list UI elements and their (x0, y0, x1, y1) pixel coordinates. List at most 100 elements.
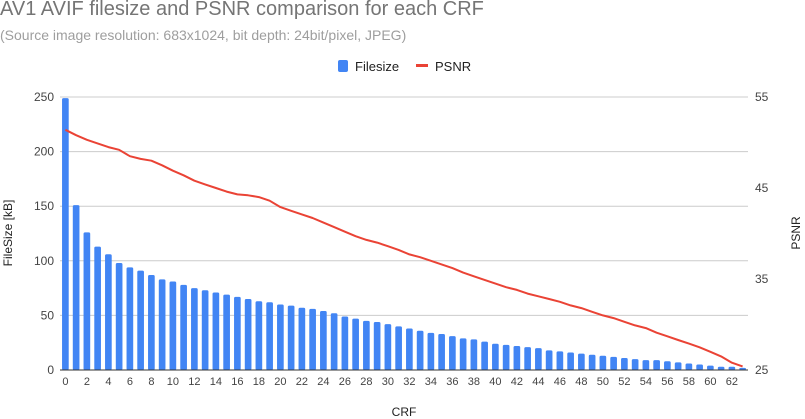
x-tick-label: 10 (167, 376, 179, 388)
x-tick-label: 40 (489, 376, 501, 388)
bar-filesize-crf-52 (621, 357, 628, 370)
bar-filesize-crf-38 (470, 339, 478, 370)
bar-filesize-crf-59 (696, 364, 703, 370)
bar-filesize-crf-24 (320, 311, 327, 370)
x-tick-label: 54 (640, 376, 652, 388)
bar-filesize-crf-39 (481, 341, 488, 370)
bar-filesize-crf-54 (642, 360, 650, 370)
x-tick-label: 52 (618, 376, 630, 388)
bar-filesize-crf-62 (728, 366, 736, 370)
bar-filesize-crf-43 (524, 347, 531, 370)
bar-filesize-crf-63 (739, 367, 746, 370)
bar-filesize-crf-32 (406, 328, 413, 370)
bar-filesize-crf-26 (341, 316, 349, 370)
legend-swatch-psnr (416, 64, 428, 67)
bar-filesize-crf-19 (266, 302, 273, 370)
x-tick-label: 30 (382, 376, 394, 388)
y-right-tick-label: 35 (755, 272, 769, 286)
y-left-tick-label: 200 (34, 145, 54, 159)
bar-filesize-crf-0 (62, 98, 69, 370)
bar-filesize-crf-3 (94, 246, 101, 370)
bar-filesize-crf-12 (191, 288, 198, 370)
x-tick-label: 6 (127, 376, 133, 388)
x-tick-label: 2 (84, 376, 90, 388)
bar-filesize-crf-41 (502, 344, 510, 370)
bar-filesize-crf-28 (363, 320, 370, 370)
x-tick-label: 32 (403, 376, 415, 388)
legend-label-filesize: Filesize (355, 59, 399, 74)
legend-label-psnr: PSNR (435, 59, 471, 74)
bar-filesize-crf-51 (610, 356, 617, 370)
x-tick-label: 36 (446, 376, 458, 388)
x-tick-label: 22 (296, 376, 308, 388)
bar-filesize-crf-50 (599, 355, 607, 370)
bar-filesize-crf-2 (83, 232, 91, 370)
y-axis-left-label: FileSize [kB] (1, 200, 15, 267)
bar-filesize-crf-13 (201, 290, 209, 370)
y-left-tick-label: 50 (41, 308, 55, 322)
bar-filesize-crf-33 (416, 330, 424, 370)
bar-filesize-crf-15 (223, 294, 230, 370)
x-tick-label: 56 (661, 376, 673, 388)
y-axis-right-label: PSNR (789, 216, 803, 250)
x-tick-label: 44 (532, 376, 544, 388)
x-tick-label: 28 (360, 376, 372, 388)
x-tick-label: 18 (253, 376, 265, 388)
bar-filesize-crf-35 (438, 333, 445, 370)
bar-filesize-crf-4 (105, 254, 112, 370)
x-tick-label: 60 (704, 376, 716, 388)
line-psnr (64, 128, 743, 368)
bar-filesize-crf-48 (578, 353, 585, 370)
bar-filesize-crf-16 (234, 296, 241, 370)
bar-filesize-crf-14 (212, 292, 220, 370)
bar-filesize-crf-57 (674, 362, 682, 370)
bar-filesize-crf-49 (588, 354, 596, 370)
bar-filesize-crf-46 (556, 351, 564, 370)
chart-subtitle: (Source image resolution: 683x1024, bit … (0, 27, 407, 43)
x-tick-label: 8 (148, 376, 154, 388)
x-tick-label: 0 (62, 376, 68, 388)
bar-filesize-crf-36 (449, 336, 456, 370)
x-tick-label: 20 (274, 376, 286, 388)
bar-filesize-crf-6 (126, 267, 134, 370)
bar-filesize-crf-1 (72, 205, 80, 370)
chart-title: AV1 AVIF filesize and PSNR comparison fo… (0, 0, 484, 20)
x-tick-label: 14 (210, 376, 222, 388)
y-right-tick-label: 25 (755, 363, 769, 377)
bar-filesize-crf-58 (685, 363, 693, 370)
bar-filesize-crf-42 (513, 345, 521, 370)
x-tick-label: 4 (105, 376, 111, 388)
x-tick-label: 16 (231, 376, 243, 388)
bar-filesize-crf-56 (664, 361, 671, 370)
bar-filesize-crf-53 (631, 359, 639, 370)
bar-filesize-crf-55 (653, 360, 660, 370)
x-tick-label: 46 (554, 376, 566, 388)
y-left-tick-label: 250 (34, 90, 54, 104)
x-tick-label: 34 (425, 376, 437, 388)
x-tick-label: 48 (575, 376, 587, 388)
bar-filesize-crf-10 (169, 281, 177, 370)
x-tick-label: 50 (597, 376, 609, 388)
x-axis-label: CRF (392, 405, 417, 419)
y-right-tick-label: 55 (755, 90, 769, 104)
bar-filesize-crf-25 (330, 313, 338, 370)
y-left-tick-label: 100 (34, 254, 54, 268)
bar-filesize-crf-5 (115, 262, 123, 370)
bar-filesize-crf-37 (459, 338, 467, 370)
x-tick-label: 62 (726, 376, 738, 388)
bar-filesize-crf-27 (352, 318, 359, 370)
x-tick-label: 26 (339, 376, 351, 388)
bar-filesize-crf-34 (427, 332, 435, 370)
bar-filesize-crf-29 (373, 321, 381, 370)
legend: Filesize PSNR (338, 59, 471, 74)
bar-filesize-crf-22 (298, 307, 306, 370)
bar-filesize-crf-17 (244, 299, 252, 370)
bar-filesize-crf-47 (567, 352, 574, 370)
bar-filesize-crf-45 (545, 350, 553, 370)
y-right-tick-label: 45 (755, 181, 769, 195)
bar-filesize-crf-20 (277, 304, 284, 370)
bar-filesize-crf-31 (395, 326, 402, 370)
x-tick-label: 12 (188, 376, 200, 388)
x-tick-label: 42 (511, 376, 523, 388)
